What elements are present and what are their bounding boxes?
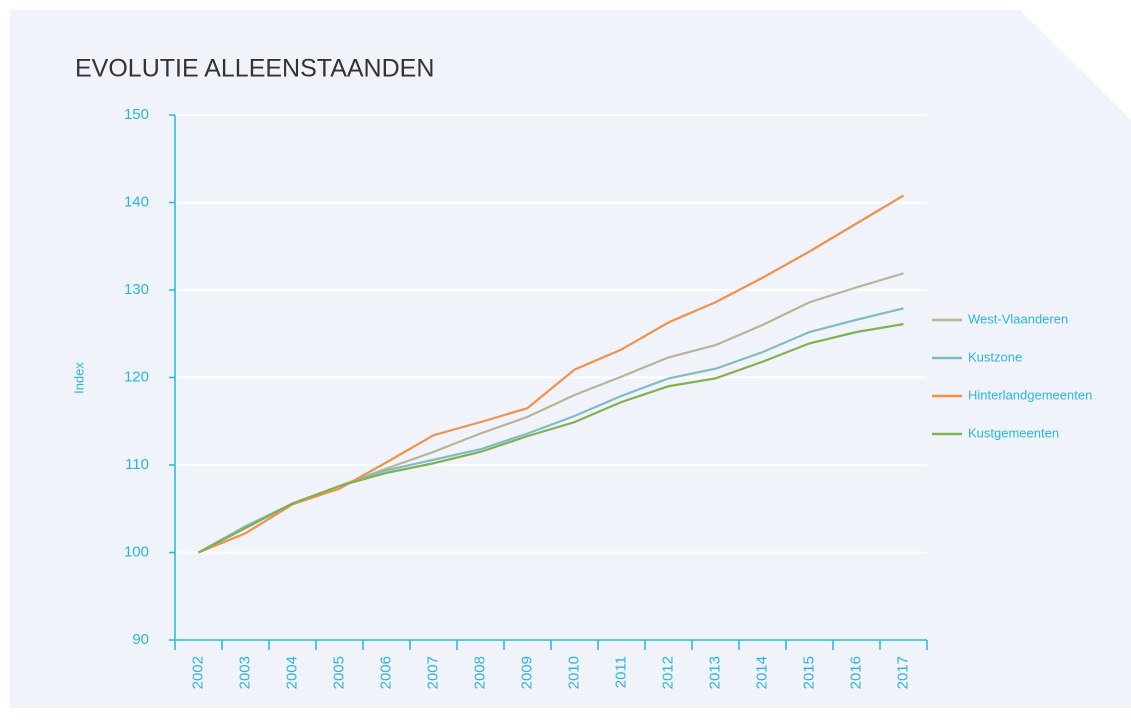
legend-label: Hinterlandgemeenten [968,387,1092,402]
x-tick-label: 2010 [565,656,582,689]
series-line [198,194,905,554]
y-tick-label: 150 [124,106,149,123]
x-tick-label: 2012 [659,656,676,689]
x-tick-label: 2008 [471,656,488,689]
legend-label: Kustgemeenten [968,425,1059,440]
x-tick-label: 2004 [283,656,300,689]
chart-title: EVOLUTIE ALLEENSTAANDEN [75,55,434,83]
y-tick-label: 130 [124,281,149,298]
x-tick-label: 2003 [236,656,253,689]
panel [10,10,1131,708]
y-tick-label: 90 [132,631,149,648]
x-tick-label: 2016 [847,656,864,689]
x-tick-label: 2005 [330,656,347,689]
legend-label: Kustzone [968,349,1022,364]
x-tick-label: 2017 [894,656,911,689]
x-tick-label: 2013 [706,656,723,689]
x-tick-label: 2007 [424,656,441,689]
x-tick-label: 2015 [800,656,817,689]
series-line [197,323,904,554]
x-tick-label: 2002 [189,656,206,689]
y-tick-label: 100 [124,543,149,560]
x-tick-label: 2009 [518,656,535,689]
y-tick-label: 140 [124,193,149,210]
x-tick-label: 2011 [612,656,629,688]
x-tick-label: 2014 [753,656,770,689]
y-axis-label: Index [71,362,86,394]
y-tick-label: 120 [124,368,149,385]
y-tick-label: 110 [125,456,149,473]
legend-label: West-Vlaanderen [968,311,1068,326]
x-tick-label: 2006 [377,656,394,689]
